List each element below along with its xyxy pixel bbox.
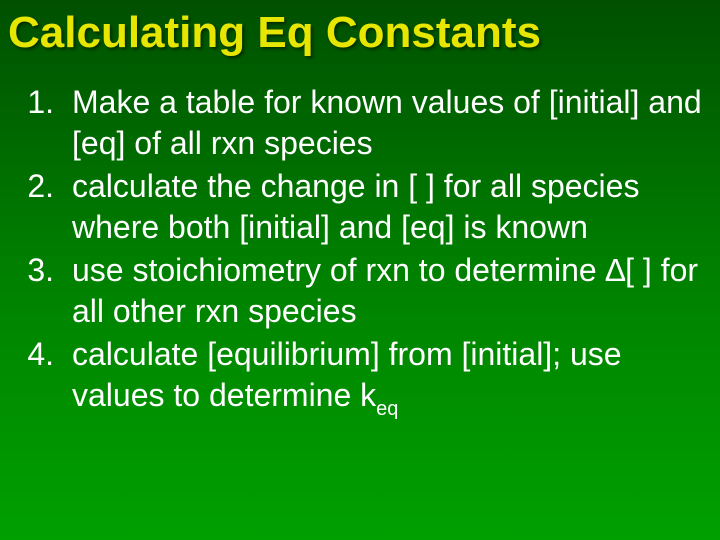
- list-text: Make a table for known values of [initia…: [72, 82, 708, 164]
- list-item: 3. use stoichiometry of rxn to determine…: [12, 250, 708, 332]
- slide-title: Calculating Eq Constants: [8, 8, 708, 58]
- list-item: 1. Make a table for known values of [ini…: [12, 82, 708, 164]
- list-number: 2.: [12, 166, 72, 207]
- list-text: calculate the change in [ ] for all spec…: [72, 166, 708, 248]
- list-number: 3.: [12, 250, 72, 291]
- list-text: calculate [equilibrium] from [initial]; …: [72, 334, 708, 421]
- list-item: 2. calculate the change in [ ] for all s…: [12, 166, 708, 248]
- ordered-list: 1. Make a table for known values of [ini…: [12, 82, 708, 421]
- list-text-pre: calculate [equilibrium] from [initial]; …: [72, 336, 622, 413]
- list-item: 4. calculate [equilibrium] from [initial…: [12, 334, 708, 421]
- list-text-sub: eq: [376, 398, 398, 420]
- list-text: use stoichiometry of rxn to determine ∆[…: [72, 250, 708, 332]
- list-number: 1.: [12, 82, 72, 123]
- list-number: 4.: [12, 334, 72, 375]
